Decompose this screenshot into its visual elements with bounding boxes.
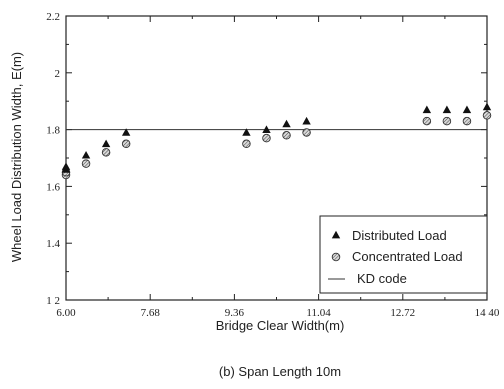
concentrated-load-point (81, 159, 91, 168)
legend-marker-distributed-load (331, 230, 341, 239)
distributed-load-point (442, 105, 452, 114)
concentrated-load-point (482, 111, 492, 120)
y-tick-label: 1 2 (46, 295, 60, 307)
x-tick-label: 12.72 (390, 307, 415, 319)
concentrated-load-point (242, 139, 251, 149)
distributed-load-point (121, 128, 131, 136)
x-axis-title: Bridge Clear Width(m) (216, 318, 345, 333)
concentrated-load-point (422, 116, 432, 126)
x-tick-label: 9.36 (225, 307, 245, 319)
concentrated-load-point (101, 148, 111, 157)
y-tick-label: 1.6 (46, 181, 60, 193)
distributed-load-point (61, 162, 71, 170)
concentrated-load-point (121, 139, 131, 149)
legend: Distributed Load Concentrated Load KD co… (319, 215, 488, 294)
distributed-load-point (302, 116, 311, 125)
x-tick-label: 6.00 (56, 307, 76, 319)
y-tick-label: 1.4 (46, 238, 60, 250)
figure-caption: (b) Span Length 10m (219, 364, 341, 379)
legend-label-concentrated-load: Concentrated Load (352, 249, 463, 264)
distributed-load-point (101, 139, 111, 148)
concentrated-load-point (302, 128, 311, 137)
x-tick-label: 14 40 (475, 307, 500, 319)
data-points (61, 102, 492, 180)
concentrated-load-point (262, 133, 271, 143)
y-axis-title: Wheel Load Distribution Width, E(m) (9, 52, 24, 262)
tick-labels: 1 2 1.4 1.6 1.8 2 2.2 6.00 7.68 9.36 11.04 12.72 14… (46, 11, 500, 319)
legend-label-kd-code: KD code (357, 271, 407, 286)
legend-box (319, 215, 488, 294)
legend-circle-marker (331, 252, 341, 262)
distributed-load-point (262, 125, 271, 133)
concentrated-load-point (282, 131, 291, 140)
x-tick-label: 11.04 (306, 307, 331, 319)
y-tick-label: 1.8 (46, 125, 60, 137)
distributed-load-point (482, 102, 492, 111)
distributed-load-point (422, 105, 432, 114)
legend-label-distributed-load: Distributed Load (352, 228, 447, 243)
y-tick-label: 2.2 (46, 11, 60, 23)
distributed-load-point (242, 128, 251, 136)
legend-triangle-marker (331, 230, 341, 239)
x-tick-label: 7.68 (141, 307, 161, 319)
distributed-load-point (81, 150, 91, 159)
legend-marker-concentrated-load (331, 252, 341, 262)
y-tick-label: 2 (55, 68, 61, 80)
distributed-load-point (282, 119, 291, 128)
distributed-load-point (462, 105, 472, 114)
concentrated-load-point (442, 116, 452, 126)
concentrated-load-point (462, 116, 472, 126)
